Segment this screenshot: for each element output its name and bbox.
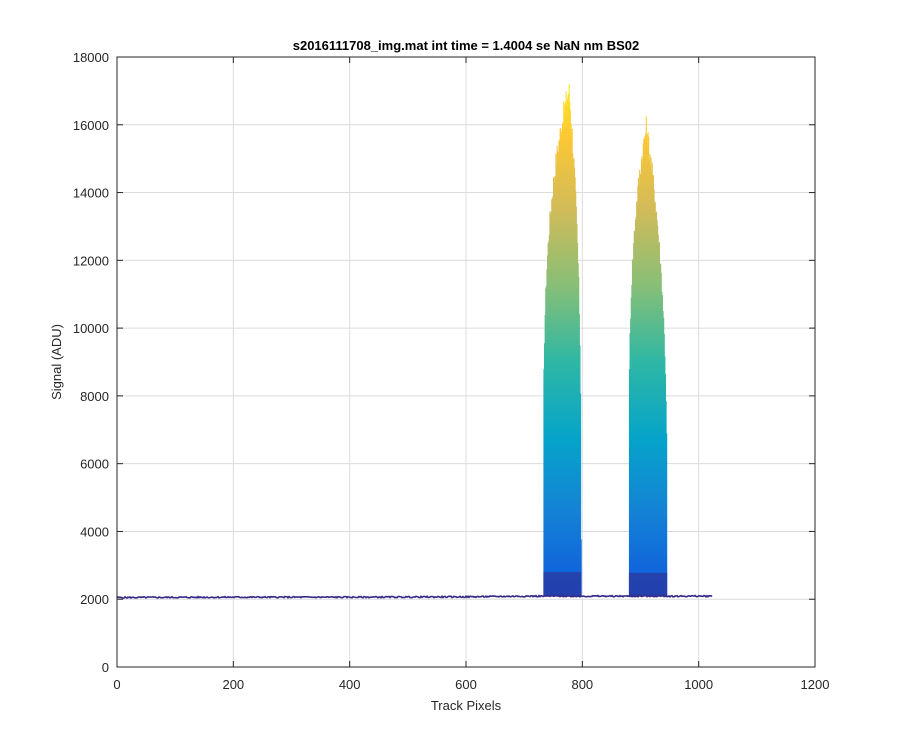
peak-band-1 xyxy=(543,84,582,596)
grid-lines xyxy=(117,57,815,667)
x-tick-label: 200 xyxy=(222,677,244,692)
y-axis-label: Signal (ADU) xyxy=(49,324,64,400)
y-tick-label: 0 xyxy=(102,660,109,675)
x-tick-label: 0 xyxy=(113,677,120,692)
x-tick-label: 800 xyxy=(571,677,593,692)
x-axis-label: Track Pixels xyxy=(431,698,502,713)
y-tick-label: 2000 xyxy=(80,592,109,607)
x-tick-label: 600 xyxy=(455,677,477,692)
y-tick-label: 4000 xyxy=(80,524,109,539)
chart-title: s2016111708_img.mat int time = 1.4004 se… xyxy=(293,38,640,53)
peak-base xyxy=(628,572,668,597)
y-tick-label: 10000 xyxy=(73,321,109,336)
y-tick-label: 8000 xyxy=(80,389,109,404)
baseline-trace xyxy=(116,594,713,600)
y-tick-label: 6000 xyxy=(80,457,109,472)
data-layer xyxy=(116,84,713,600)
peak-band-2 xyxy=(628,116,668,597)
x-tick-label: 400 xyxy=(339,677,361,692)
peak-base xyxy=(543,572,582,596)
y-tick-label: 12000 xyxy=(73,253,109,268)
y-tick-label: 18000 xyxy=(73,50,109,65)
y-tick-label: 16000 xyxy=(73,118,109,133)
x-tick-label: 1000 xyxy=(684,677,713,692)
tick-labels: 0 200 400 600 800 1000 12000200040006000800010… xyxy=(73,50,830,692)
y-tick-label: 14000 xyxy=(73,186,109,201)
x-tick-label: 1200 xyxy=(801,677,830,692)
